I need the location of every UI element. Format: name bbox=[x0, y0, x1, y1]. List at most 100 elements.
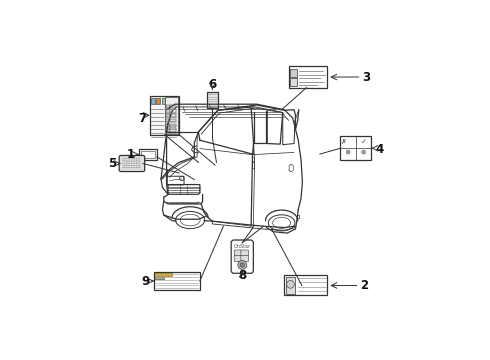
Circle shape bbox=[124, 165, 125, 166]
Circle shape bbox=[129, 163, 130, 164]
Circle shape bbox=[139, 158, 140, 159]
Bar bbox=[290, 78, 297, 86]
Circle shape bbox=[124, 161, 125, 162]
Bar bbox=[289, 67, 327, 87]
Bar bbox=[166, 114, 170, 117]
Circle shape bbox=[132, 165, 134, 166]
Bar bbox=[171, 123, 175, 127]
Circle shape bbox=[122, 167, 123, 168]
Circle shape bbox=[362, 150, 366, 154]
Text: 6: 6 bbox=[208, 78, 217, 91]
Circle shape bbox=[134, 161, 135, 162]
Circle shape bbox=[132, 163, 134, 164]
Circle shape bbox=[126, 161, 127, 162]
Circle shape bbox=[122, 165, 123, 166]
Circle shape bbox=[127, 163, 128, 164]
Bar bbox=[155, 277, 164, 279]
Bar bbox=[171, 114, 175, 117]
Circle shape bbox=[131, 161, 132, 162]
Circle shape bbox=[132, 161, 134, 162]
Bar bbox=[284, 275, 327, 296]
Bar bbox=[286, 277, 295, 294]
Text: 2: 2 bbox=[360, 279, 368, 292]
Text: 3: 3 bbox=[362, 71, 370, 84]
Bar bbox=[162, 98, 166, 104]
Circle shape bbox=[124, 158, 125, 159]
Circle shape bbox=[139, 165, 140, 166]
Circle shape bbox=[134, 167, 135, 168]
Bar bbox=[171, 109, 175, 113]
Circle shape bbox=[122, 163, 123, 164]
Bar bbox=[151, 98, 155, 104]
Circle shape bbox=[127, 158, 128, 159]
Bar bbox=[150, 96, 179, 135]
Text: 4: 4 bbox=[376, 143, 384, 156]
Text: 7: 7 bbox=[139, 112, 147, 125]
Circle shape bbox=[238, 261, 246, 269]
FancyBboxPatch shape bbox=[241, 256, 248, 262]
Bar bbox=[252, 162, 254, 168]
Circle shape bbox=[131, 163, 132, 164]
Circle shape bbox=[134, 165, 135, 166]
Circle shape bbox=[139, 163, 140, 164]
Circle shape bbox=[138, 167, 139, 168]
FancyBboxPatch shape bbox=[234, 256, 242, 262]
Circle shape bbox=[136, 158, 137, 159]
Circle shape bbox=[138, 165, 139, 166]
FancyBboxPatch shape bbox=[241, 250, 248, 256]
FancyBboxPatch shape bbox=[231, 240, 253, 273]
Circle shape bbox=[124, 167, 125, 168]
Circle shape bbox=[138, 158, 139, 159]
Circle shape bbox=[129, 167, 130, 168]
Bar bbox=[172, 98, 176, 104]
Bar bbox=[166, 123, 170, 127]
Circle shape bbox=[136, 163, 137, 164]
Circle shape bbox=[122, 161, 123, 162]
Circle shape bbox=[126, 158, 127, 159]
Bar bbox=[166, 119, 170, 122]
Bar bbox=[171, 119, 175, 122]
Circle shape bbox=[287, 280, 294, 288]
Circle shape bbox=[126, 165, 127, 166]
Bar bbox=[167, 98, 171, 104]
Circle shape bbox=[131, 167, 132, 168]
Circle shape bbox=[240, 263, 245, 267]
Bar bbox=[171, 128, 175, 131]
Circle shape bbox=[132, 158, 134, 159]
Text: OnStar: OnStar bbox=[234, 244, 251, 249]
Bar bbox=[341, 136, 371, 160]
Bar bbox=[166, 128, 170, 131]
Circle shape bbox=[139, 167, 140, 168]
Circle shape bbox=[129, 158, 130, 159]
Text: 9: 9 bbox=[141, 275, 149, 288]
Text: ✓: ✓ bbox=[361, 139, 367, 145]
Circle shape bbox=[134, 158, 135, 159]
Circle shape bbox=[122, 158, 123, 159]
Circle shape bbox=[139, 161, 140, 162]
Circle shape bbox=[134, 163, 135, 164]
Circle shape bbox=[127, 165, 128, 166]
Bar bbox=[154, 271, 200, 291]
Circle shape bbox=[346, 150, 350, 154]
Circle shape bbox=[126, 163, 127, 164]
Text: 5: 5 bbox=[108, 157, 117, 170]
FancyBboxPatch shape bbox=[234, 250, 242, 256]
Circle shape bbox=[131, 165, 132, 166]
Bar bbox=[156, 98, 161, 104]
Bar bbox=[165, 97, 178, 134]
Bar bbox=[139, 149, 157, 159]
Text: 1: 1 bbox=[126, 148, 135, 161]
Circle shape bbox=[124, 163, 125, 164]
Text: ✗: ✗ bbox=[340, 139, 346, 145]
Circle shape bbox=[129, 165, 130, 166]
Circle shape bbox=[138, 161, 139, 162]
Circle shape bbox=[127, 161, 128, 162]
Circle shape bbox=[132, 167, 134, 168]
Bar bbox=[166, 109, 170, 113]
Circle shape bbox=[129, 161, 130, 162]
Circle shape bbox=[126, 167, 127, 168]
Bar bbox=[141, 151, 155, 158]
Bar bbox=[252, 157, 254, 161]
Circle shape bbox=[136, 165, 137, 166]
FancyBboxPatch shape bbox=[119, 156, 145, 172]
